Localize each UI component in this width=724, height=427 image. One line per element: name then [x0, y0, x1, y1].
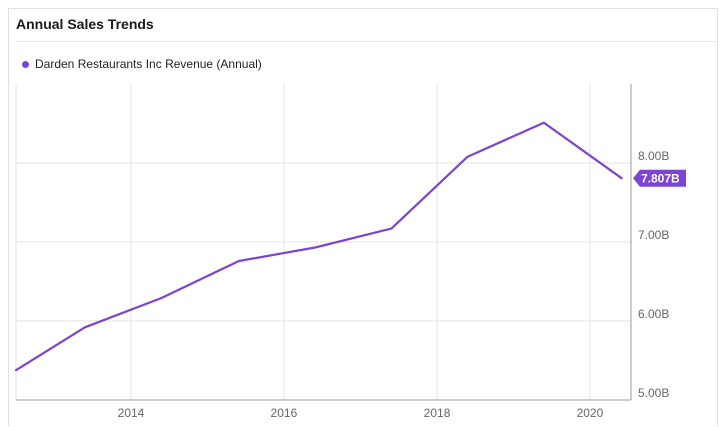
chart-card	[8, 8, 718, 426]
legend-label: Darden Restaurants Inc Revenue (Annual)	[35, 57, 262, 71]
x-tick-label: 2018	[424, 406, 451, 420]
y-tick-label: 5.00B	[638, 386, 669, 400]
x-tick-label: 2014	[118, 406, 145, 420]
x-tick-label: 2016	[271, 406, 298, 420]
last-value-badge	[633, 169, 686, 187]
y-tick-label: 8.00B	[638, 149, 669, 163]
y-tick-label: 6.00B	[638, 307, 669, 321]
last-value-label: 7.807B	[641, 172, 680, 186]
chart-title: Annual Sales Trends	[16, 16, 154, 32]
y-tick-label: 7.00B	[638, 228, 669, 242]
title-divider	[16, 41, 716, 42]
legend-dot-icon	[22, 60, 29, 68]
x-tick-label: 2020	[577, 406, 604, 420]
series-line	[14, 121, 623, 372]
legend[interactable]: Darden Restaurants Inc Revenue (Annual)	[22, 57, 262, 71]
